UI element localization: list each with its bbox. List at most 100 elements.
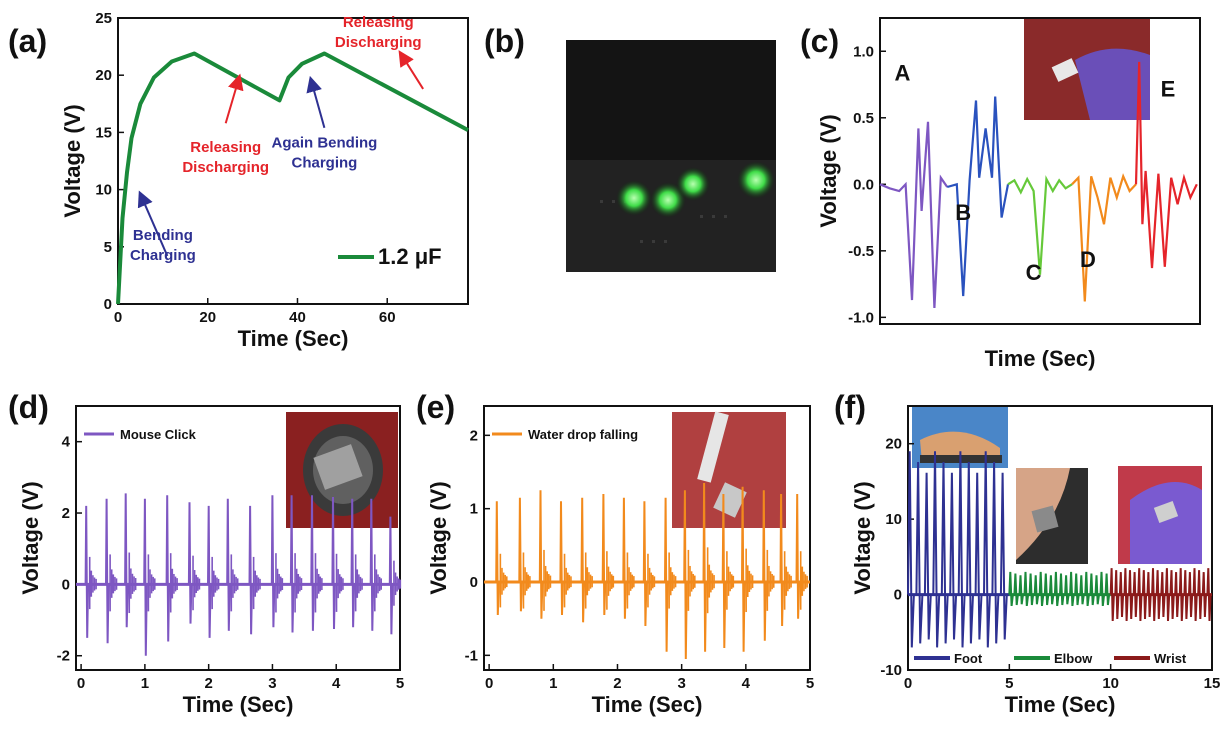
annotation-text: Bending bbox=[133, 227, 193, 244]
y-tick-label: 0 bbox=[104, 296, 112, 313]
inset-photo-f-wrist bbox=[1118, 466, 1202, 564]
x-tick-label: 0 bbox=[77, 675, 85, 692]
inset-photo-c bbox=[1024, 18, 1150, 120]
x-axis-title: Time (Sec) bbox=[1005, 692, 1116, 717]
led-2 bbox=[650, 182, 686, 218]
spike bbox=[248, 505, 253, 635]
legend-label: Water drop falling bbox=[528, 427, 638, 442]
y-tick-label: -10 bbox=[880, 662, 902, 679]
y-tick-label: 0 bbox=[470, 574, 478, 591]
spike bbox=[388, 516, 394, 635]
annotation-arrow bbox=[306, 75, 326, 129]
x-tick-label: 10 bbox=[1102, 675, 1119, 692]
plot-frame-d bbox=[75, 405, 401, 671]
x-tick-label: 2 bbox=[204, 675, 212, 692]
plot-frame-c bbox=[879, 17, 1201, 325]
spike bbox=[369, 498, 375, 631]
series-line-B bbox=[946, 96, 1010, 297]
x-tick-label: 40 bbox=[289, 309, 306, 326]
y-tick-label: 1 bbox=[470, 501, 478, 518]
series-line-elbow bbox=[1008, 571, 1111, 607]
segment-label: D bbox=[1080, 247, 1096, 272]
spike bbox=[664, 497, 669, 652]
led-1 bbox=[616, 180, 652, 216]
y-tick-label: 20 bbox=[885, 436, 902, 453]
x-tick-label: 60 bbox=[379, 309, 396, 326]
y-tick-label: 10 bbox=[95, 182, 112, 199]
spike bbox=[270, 495, 276, 628]
spike bbox=[538, 490, 544, 619]
y-tick-label: 4 bbox=[62, 434, 71, 451]
spike bbox=[642, 501, 648, 627]
segment-label: E bbox=[1161, 76, 1176, 101]
spike bbox=[187, 502, 193, 624]
y-tick-label: 10 bbox=[885, 511, 902, 528]
legend-label: Foot bbox=[954, 651, 983, 666]
x-tick-label: 1 bbox=[141, 675, 149, 692]
y-tick-label: -0.5 bbox=[848, 243, 874, 260]
spike bbox=[143, 498, 148, 656]
spike bbox=[207, 505, 212, 638]
y-tick-label: 15 bbox=[95, 124, 112, 141]
x-axis-title: Time (Sec) bbox=[985, 346, 1096, 371]
annotation-text: Again Bending bbox=[271, 134, 377, 151]
annotation-text: Discharging bbox=[335, 34, 422, 51]
y-tick-label: 5 bbox=[104, 239, 112, 256]
y-axis-title: Voltage (V) bbox=[426, 481, 451, 594]
y-tick-label: 1.0 bbox=[853, 43, 874, 60]
x-tick-label: 15 bbox=[1204, 675, 1221, 692]
segment-label: C bbox=[1026, 260, 1042, 285]
y-axis-title: Voltage (V) bbox=[816, 114, 841, 227]
led-3 bbox=[676, 167, 710, 201]
y-tick-label: -2 bbox=[57, 648, 70, 665]
annotation-text: Charging bbox=[291, 154, 357, 171]
spike bbox=[226, 498, 231, 631]
spike bbox=[165, 495, 171, 642]
annotation-arrow bbox=[224, 73, 244, 124]
y-axis-title: Voltage (V) bbox=[60, 104, 85, 217]
segment-label: B bbox=[955, 200, 971, 225]
x-tick-label: 4 bbox=[332, 675, 341, 692]
x-axis-title: Time (Sec) bbox=[238, 326, 349, 351]
spike bbox=[84, 505, 90, 638]
y-axis-title: Voltage (V) bbox=[18, 481, 43, 594]
spike bbox=[331, 496, 336, 630]
y-tick-label: 20 bbox=[95, 67, 112, 84]
annotation-text: Charging bbox=[130, 247, 196, 264]
series-line bbox=[116, 51, 469, 305]
chart-c: -1.0 -0.5 0.0 0.5 1.0 Time (Sec) Voltage (V) A B… bbox=[816, 17, 1201, 371]
y-tick-label: 2 bbox=[470, 427, 478, 444]
panel-label-c: (c) bbox=[800, 23, 839, 59]
x-tick-label: 4 bbox=[742, 675, 751, 692]
spike bbox=[779, 493, 784, 627]
annotation-arrow bbox=[398, 50, 424, 90]
x-tick-label: 5 bbox=[806, 675, 814, 692]
segment-label: A bbox=[894, 61, 910, 86]
y-tick-label: 0.0 bbox=[853, 176, 874, 193]
spike bbox=[289, 495, 295, 633]
y-tick-label: 0 bbox=[62, 576, 70, 593]
x-tick-label: 0 bbox=[485, 675, 493, 692]
spike bbox=[559, 501, 564, 616]
series-line-E bbox=[1134, 61, 1198, 269]
spike bbox=[721, 493, 727, 649]
spike bbox=[601, 493, 607, 616]
spike bbox=[495, 501, 500, 616]
y-axis-title: Voltage (V) bbox=[850, 481, 875, 594]
series-line-C bbox=[1007, 175, 1073, 275]
panel-label-e: (e) bbox=[416, 389, 455, 425]
led-4 bbox=[737, 161, 775, 199]
spike bbox=[622, 497, 627, 619]
x-tick-label: 0 bbox=[904, 675, 912, 692]
annotation-text: Releasing bbox=[343, 14, 414, 31]
legend-label: 1.2 μF bbox=[378, 244, 442, 269]
spike bbox=[795, 493, 801, 619]
annotation-text: Discharging bbox=[182, 159, 269, 176]
inset-photo-e bbox=[672, 411, 786, 528]
y-tick-label: 0 bbox=[894, 587, 902, 604]
x-tick-label: 20 bbox=[199, 309, 216, 326]
chart-a: 0 20 40 60 0 5 10 15 20 25 Time (Sec) Voltage (V) 1.… bbox=[60, 10, 469, 351]
panel-label-b: (b) bbox=[484, 23, 525, 59]
x-tick-label: 3 bbox=[677, 675, 685, 692]
